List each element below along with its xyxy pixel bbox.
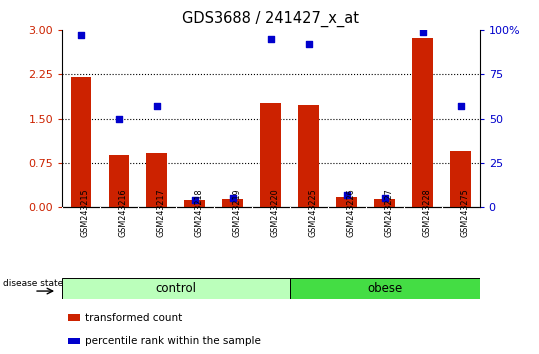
Text: GSM243226: GSM243226 bbox=[347, 188, 356, 237]
Bar bbox=[71, 77, 92, 207]
Text: control: control bbox=[155, 282, 196, 295]
Text: GSM243227: GSM243227 bbox=[385, 188, 394, 237]
Point bbox=[115, 116, 123, 121]
Bar bbox=[62, 278, 290, 299]
Text: GSM243225: GSM243225 bbox=[309, 188, 318, 237]
Point bbox=[191, 197, 199, 203]
Bar bbox=[147, 153, 168, 207]
Bar bbox=[374, 199, 395, 207]
Bar bbox=[290, 278, 480, 299]
Text: GSM243216: GSM243216 bbox=[119, 188, 128, 237]
Point bbox=[305, 41, 313, 47]
Text: transformed count: transformed count bbox=[85, 313, 183, 323]
Bar bbox=[299, 105, 319, 207]
Bar bbox=[108, 155, 129, 207]
Bar bbox=[68, 338, 80, 344]
Bar bbox=[336, 197, 357, 207]
Text: disease state: disease state bbox=[3, 279, 64, 289]
Bar bbox=[223, 199, 243, 207]
Text: GSM243220: GSM243220 bbox=[271, 188, 280, 237]
Point bbox=[266, 36, 275, 42]
Text: GSM243215: GSM243215 bbox=[81, 188, 90, 237]
Point bbox=[457, 103, 465, 109]
Bar bbox=[68, 314, 80, 321]
Text: GSM243218: GSM243218 bbox=[195, 188, 204, 237]
Text: obese: obese bbox=[367, 282, 403, 295]
Point bbox=[418, 29, 427, 35]
Bar bbox=[184, 200, 205, 207]
Text: GSM243217: GSM243217 bbox=[157, 188, 166, 237]
Text: GSM243219: GSM243219 bbox=[233, 188, 242, 237]
Bar bbox=[450, 151, 471, 207]
Text: GSM243275: GSM243275 bbox=[461, 188, 469, 237]
Title: GDS3688 / 241427_x_at: GDS3688 / 241427_x_at bbox=[182, 11, 360, 27]
Point bbox=[77, 33, 85, 38]
Text: percentile rank within the sample: percentile rank within the sample bbox=[85, 336, 261, 346]
Text: GSM243228: GSM243228 bbox=[423, 188, 432, 237]
Point bbox=[342, 192, 351, 198]
Bar bbox=[260, 103, 281, 207]
Bar bbox=[412, 38, 433, 207]
Point bbox=[153, 103, 161, 109]
Point bbox=[229, 195, 237, 201]
Point bbox=[381, 195, 389, 201]
